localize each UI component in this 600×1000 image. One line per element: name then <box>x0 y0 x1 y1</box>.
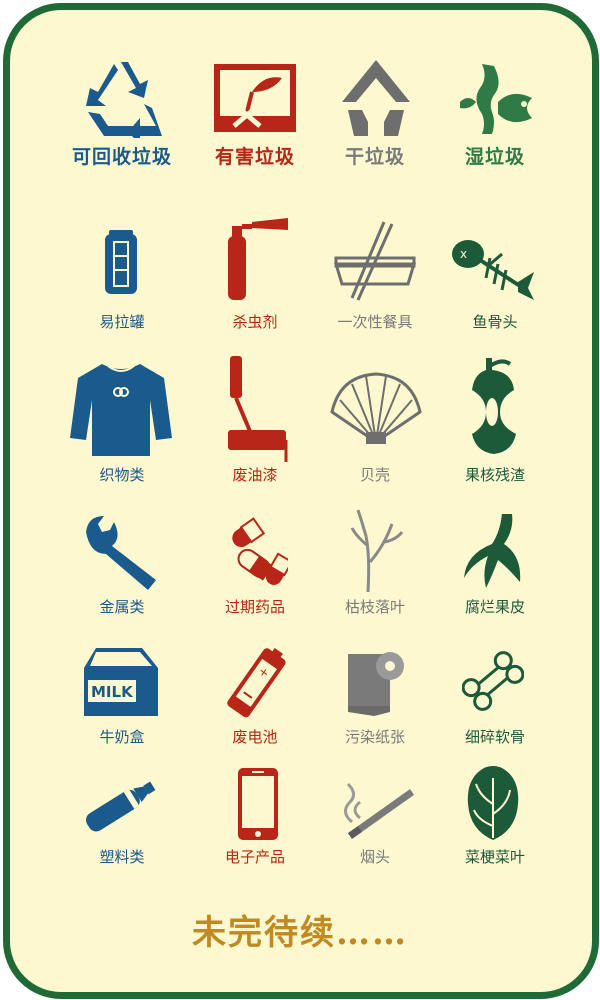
item-label: 电子产品 <box>224 848 285 866</box>
disposable-tableware-icon <box>333 221 417 301</box>
item-label: 塑料类 <box>99 848 145 866</box>
item-label: 贝壳 <box>359 466 390 484</box>
item-label: 织物类 <box>99 466 145 484</box>
item-label: 细碎软骨 <box>464 728 525 746</box>
item-label: 杀虫剂 <box>232 313 278 331</box>
item-label: 烟头 <box>359 848 390 866</box>
pills-icon <box>232 517 288 585</box>
shirt-icon <box>70 364 172 456</box>
item-label: 过期药品 <box>224 598 285 616</box>
item-label: 牛奶盒 <box>99 728 145 746</box>
item-label: 一次性餐具 <box>337 313 413 331</box>
category-label-hazardous: 有害垃圾 <box>214 146 295 168</box>
bone-icon <box>462 651 524 711</box>
paint-roller-icon <box>228 356 288 462</box>
plastic-bottle-icon <box>86 781 156 832</box>
item-label: 枯枝落叶 <box>344 598 405 616</box>
item-label: 腐烂果皮 <box>464 598 525 616</box>
item-label: 金属类 <box>99 598 145 616</box>
recycle-icon <box>86 62 162 138</box>
item-label: 废油漆 <box>232 466 278 484</box>
item-label: 污染纸张 <box>344 728 405 746</box>
item-label: 果核残渣 <box>464 466 525 484</box>
dry-waste-icon <box>342 60 410 136</box>
category-label-wet: 湿垃圾 <box>464 146 525 168</box>
item-label: 废电池 <box>232 728 278 746</box>
branch-icon <box>350 509 404 593</box>
milk-carton-icon: MILK <box>84 648 158 716</box>
can-icon <box>105 230 137 294</box>
category-label-recyclable: 可回收垃圾 <box>71 146 172 168</box>
apple-core-icon <box>472 358 516 454</box>
paper-roll-icon <box>348 652 404 716</box>
svg-text:x: x <box>460 247 467 261</box>
wrench-icon <box>86 516 156 590</box>
milk-text: MILK <box>91 683 134 701</box>
wet-waste-icon <box>460 64 532 134</box>
footer-to-be-continued: 未完待续…… <box>192 913 408 953</box>
cigarette-icon <box>344 782 415 839</box>
battery-icon: + <box>227 648 286 718</box>
cabbage-icon <box>467 766 519 840</box>
fishbone-icon: x <box>452 240 534 300</box>
insecticide-icon <box>228 218 288 300</box>
phone-icon <box>238 768 278 840</box>
item-label: 鱼骨头 <box>472 313 518 331</box>
item-label: 易拉罐 <box>99 313 145 331</box>
hazardous-icon <box>214 64 296 132</box>
shell-icon <box>330 372 422 444</box>
item-label: 菜梗菜叶 <box>464 848 525 866</box>
banana-peel-icon <box>464 514 521 588</box>
category-label-dry: 干垃圾 <box>344 146 405 168</box>
